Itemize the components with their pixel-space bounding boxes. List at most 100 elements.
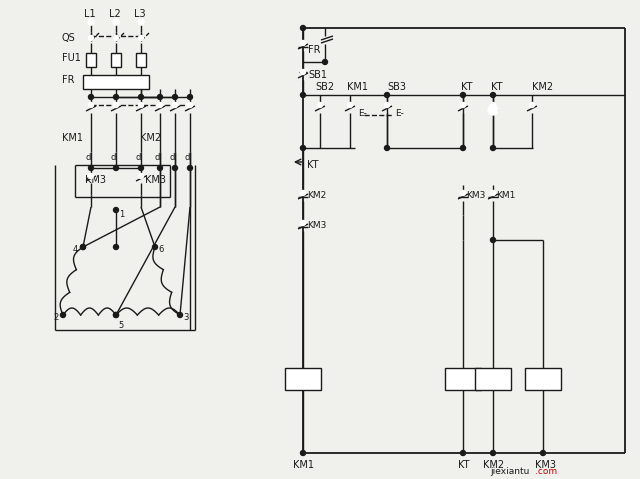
Circle shape — [490, 146, 495, 150]
Bar — [111, 53, 121, 67]
Text: 3: 3 — [183, 313, 188, 322]
Circle shape — [138, 166, 143, 171]
Text: 4: 4 — [73, 244, 78, 253]
Text: KT: KT — [491, 82, 502, 92]
Circle shape — [173, 103, 177, 107]
Circle shape — [113, 35, 118, 41]
Circle shape — [113, 103, 118, 107]
Circle shape — [88, 166, 93, 171]
Circle shape — [113, 207, 118, 213]
Text: KM3: KM3 — [145, 175, 166, 185]
Text: E-: E- — [358, 109, 367, 117]
Circle shape — [113, 166, 118, 171]
Text: KM2: KM2 — [307, 191, 326, 199]
Circle shape — [317, 103, 323, 107]
Circle shape — [490, 191, 495, 195]
Text: KT: KT — [461, 82, 472, 92]
Circle shape — [88, 173, 93, 179]
Text: KM1: KM1 — [62, 133, 83, 143]
Circle shape — [138, 103, 143, 107]
Circle shape — [461, 146, 465, 150]
Circle shape — [461, 103, 465, 107]
Circle shape — [490, 103, 495, 107]
Text: d: d — [85, 152, 91, 161]
Circle shape — [301, 451, 305, 456]
Circle shape — [157, 166, 163, 171]
Circle shape — [173, 166, 177, 171]
Text: 2: 2 — [53, 313, 58, 322]
Circle shape — [173, 94, 177, 100]
Text: KM1: KM1 — [347, 82, 368, 92]
Text: 1: 1 — [119, 209, 124, 218]
Circle shape — [88, 94, 93, 100]
Text: 6: 6 — [158, 244, 163, 253]
Text: E-: E- — [395, 109, 404, 117]
Text: FU1: FU1 — [62, 53, 81, 63]
Circle shape — [113, 244, 118, 250]
Text: KM2: KM2 — [532, 82, 553, 92]
Text: d: d — [154, 152, 160, 161]
Circle shape — [461, 92, 465, 98]
Circle shape — [348, 103, 353, 107]
Circle shape — [385, 103, 390, 107]
Circle shape — [113, 312, 118, 318]
Text: d: d — [184, 152, 189, 161]
Text: FR: FR — [62, 75, 74, 85]
Circle shape — [385, 92, 390, 98]
Text: .com: .com — [535, 467, 557, 476]
Bar — [83, 75, 149, 89]
Text: KM3: KM3 — [466, 191, 485, 199]
Circle shape — [81, 244, 86, 250]
Text: KT: KT — [307, 160, 319, 170]
Circle shape — [81, 244, 86, 250]
Text: L1: L1 — [84, 9, 96, 19]
Bar — [475, 368, 511, 390]
Circle shape — [488, 105, 498, 115]
Circle shape — [301, 69, 305, 75]
Circle shape — [385, 146, 390, 150]
Circle shape — [490, 92, 495, 98]
Text: FR: FR — [308, 45, 321, 55]
Circle shape — [301, 25, 305, 31]
Circle shape — [301, 220, 305, 226]
Circle shape — [301, 191, 305, 195]
Bar — [86, 53, 96, 67]
Circle shape — [301, 146, 305, 150]
Bar — [136, 53, 146, 67]
Bar — [525, 368, 561, 390]
Circle shape — [157, 94, 163, 100]
Text: KM2: KM2 — [483, 460, 504, 470]
Text: L3: L3 — [134, 9, 146, 19]
Circle shape — [157, 103, 163, 107]
Text: KM3: KM3 — [307, 220, 326, 229]
Text: KT: KT — [458, 460, 470, 470]
Circle shape — [188, 103, 193, 107]
Text: jiexiantu: jiexiantu — [490, 467, 529, 476]
Text: QS: QS — [62, 33, 76, 43]
Circle shape — [461, 451, 465, 456]
Circle shape — [113, 94, 118, 100]
Text: SB3: SB3 — [387, 82, 406, 92]
Circle shape — [138, 19, 144, 25]
Circle shape — [188, 94, 193, 100]
Circle shape — [529, 103, 534, 107]
Text: KM3: KM3 — [535, 460, 556, 470]
Circle shape — [301, 41, 305, 46]
Circle shape — [490, 451, 495, 456]
Text: d: d — [135, 152, 141, 161]
Circle shape — [61, 312, 65, 318]
Circle shape — [490, 238, 495, 242]
Text: SB1: SB1 — [308, 70, 327, 80]
Text: L2: L2 — [109, 9, 121, 19]
Circle shape — [461, 191, 465, 195]
Circle shape — [138, 94, 143, 100]
Text: d: d — [170, 152, 175, 161]
Bar — [445, 368, 481, 390]
Text: SB2: SB2 — [315, 82, 334, 92]
Circle shape — [177, 312, 182, 318]
Circle shape — [323, 59, 328, 65]
Text: KM3: KM3 — [85, 175, 106, 185]
Text: KM1: KM1 — [496, 191, 515, 199]
Text: d: d — [110, 152, 116, 161]
Circle shape — [138, 173, 143, 179]
